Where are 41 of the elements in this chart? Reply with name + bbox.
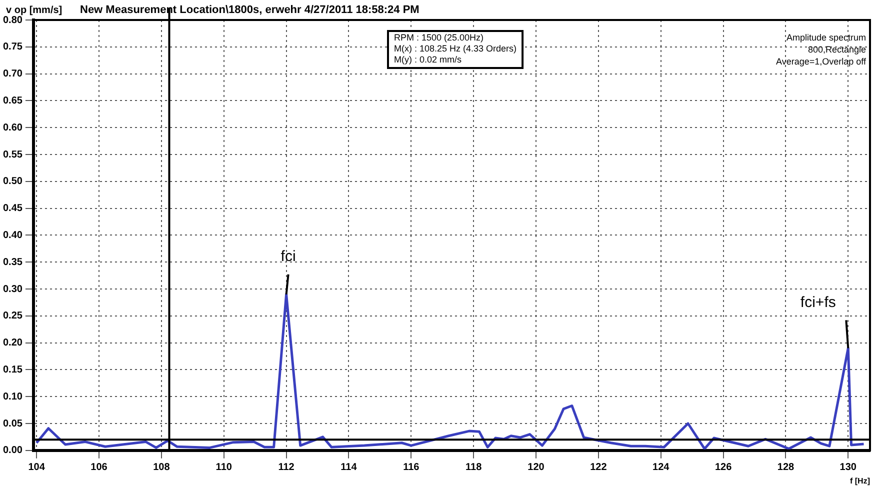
y-tick-label: 0.70 [2, 68, 23, 80]
y-tick-label: 0.40 [2, 230, 23, 241]
x-tick-label: 126 [714, 462, 732, 474]
x-tick-label: 106 [90, 462, 108, 474]
annotation: M(x) : 108.25 Hz (4.33 Orders) [394, 43, 517, 54]
y-tick-label: 0.60 [2, 122, 23, 134]
annotation: fci+fs [800, 294, 836, 311]
y-tick-label: 0.65 [2, 95, 23, 106]
annotation: RPM : 1500 (25.00Hz) [394, 32, 484, 42]
x-tick-label: 110 [216, 462, 232, 474]
annotation: 800,Rectangle [808, 44, 866, 54]
y-tick-label: 0.00 [2, 445, 23, 456]
x-tick-label: 128 [777, 462, 794, 474]
y-tick-label: 0.10 [2, 391, 23, 402]
y-axis-title: v op [mm/s] [6, 4, 62, 16]
y-tick-label: 0.25 [2, 310, 23, 322]
annotation: M(y) : 0.02 mm/s [394, 54, 462, 64]
y-tick-label: 0.50 [2, 176, 23, 188]
x-tick-label: 104 [28, 462, 46, 474]
x-tick-label: 130 [840, 462, 857, 474]
x-tick-label: 108 [153, 462, 170, 474]
y-tick-label: 0.55 [2, 149, 23, 160]
x-tick-label: 112 [278, 462, 295, 474]
annotation: fci [280, 248, 296, 266]
x-tick-label: 116 [403, 462, 420, 474]
y-tick-label: 0.45 [2, 203, 23, 214]
annotation: Amplitude spectrum [786, 32, 866, 42]
y-tick-label: 0.30 [2, 284, 23, 295]
y-tick-label: 0.20 [2, 338, 23, 349]
y-tick-label: 0.15 [2, 364, 23, 376]
x-axis-title: f [Hz] [850, 476, 870, 486]
y-tick-label: 0.05 [2, 418, 23, 430]
y-tick-label: 0.35 [2, 256, 23, 268]
x-tick-label: 120 [528, 462, 545, 474]
y-tick-label: 0.75 [2, 42, 23, 53]
x-tick-label: 122 [590, 462, 608, 474]
x-tick-label: 124 [652, 462, 670, 474]
x-tick-label: 114 [340, 462, 358, 474]
x-tick-label: 118 [466, 462, 482, 474]
y-tick-label: 0.80 [2, 14, 23, 26]
annotation: Average=1,Overlap off [776, 56, 866, 66]
